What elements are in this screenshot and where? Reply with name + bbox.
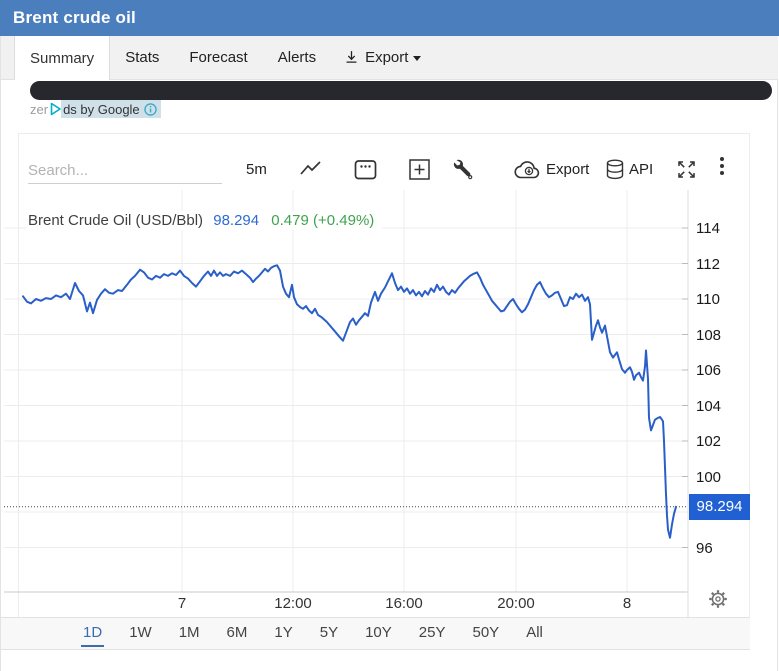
chart-export-label: Export [546,160,590,178]
x-axis-label: 12:00 [274,595,312,612]
chart-export-button[interactable]: Export [514,155,589,183]
x-axis-label: 8 [622,595,632,612]
y-axis-label: 104 [696,397,722,415]
y-axis-label: 108 [696,326,722,344]
tab-alerts[interactable]: Alerts [277,49,317,66]
y-axis-label: 112 [696,255,720,273]
caret-down-icon [413,56,422,61]
tab-summary[interactable]: Summary [14,36,111,80]
tab-stats[interactable]: Stats [125,49,160,66]
interval-button[interactable]: 5m [246,160,267,178]
x-axis-label: 20:00 [497,595,535,612]
timeframe-bar: 1D 1W 1M 6M 1Y 5Y 10Y 25Y 50Y All [1,617,750,650]
line-type-icon[interactable] [299,155,323,183]
timeframe-50y[interactable]: 50Y [472,624,500,641]
calendar-icon[interactable] [354,155,377,183]
y-axis-label: 100 [696,468,722,486]
add-indicator-icon[interactable] [409,155,430,183]
wrench-icon[interactable] [452,155,475,183]
page-right-border [777,0,778,671]
database-icon [606,159,624,179]
y-axis-label: 102 [696,433,722,450]
api-label: API [629,160,654,178]
gear-icon[interactable] [708,589,728,609]
timeframe-1y[interactable]: 1Y [274,624,293,641]
instrument-name: Brent Crude Oil (USD/Bbl) [28,212,204,229]
ad-banner[interactable] [30,81,772,100]
page-left-border [0,0,1,671]
api-button[interactable]: API [606,155,653,183]
instrument-change: 0.479 (+0.49%) [271,212,375,229]
timeframe-1w[interactable]: 1W [129,624,152,641]
instrument-price: 98.294 [213,212,260,229]
tab-export-label: Export [365,49,409,66]
ads-by-google[interactable]: ds by Google [61,100,161,118]
ad-attribution: zer ds by Google [30,100,161,118]
ad-left-text: zer [30,101,49,117]
current-price-label: 98.294 [689,493,750,520]
timeframe-6m[interactable]: 6M [226,624,248,641]
chart-legend: Brent Crude Oil (USD/Bbl) 98.294 0.479 (… [26,211,383,230]
y-axis-label: 110 [696,291,720,308]
info-icon[interactable] [143,102,157,116]
page-header: Brent crude oil [0,0,779,36]
y-axis-label: 106 [696,362,722,379]
timeframe-10y[interactable]: 10Y [365,624,392,641]
x-axis-label: 7 [177,595,187,612]
tab-export[interactable]: Export [331,36,433,79]
timeframe-5y[interactable]: 5Y [319,624,339,641]
search-input[interactable] [28,158,222,184]
fullscreen-icon[interactable] [676,155,697,183]
download-icon [346,51,357,63]
y-axis-label: 114 [696,220,720,237]
kebab-menu-icon[interactable] [716,155,728,183]
adchoices-icon[interactable] [50,102,62,116]
timeframe-25y[interactable]: 25Y [418,624,446,641]
cloud-download-icon [514,160,540,178]
timeframe-1m[interactable]: 1M [178,624,200,641]
x-axis-label: 16:00 [385,595,423,612]
page-title: Brent crude oil [13,8,136,27]
timeframe-all[interactable]: All [526,624,543,641]
tab-bar: Summary Stats Forecast Alerts Export [1,36,778,80]
y-axis-label: 96 [696,539,713,557]
tab-forecast[interactable]: Forecast [189,49,248,66]
timeframe-1d[interactable]: 1D [81,620,105,647]
